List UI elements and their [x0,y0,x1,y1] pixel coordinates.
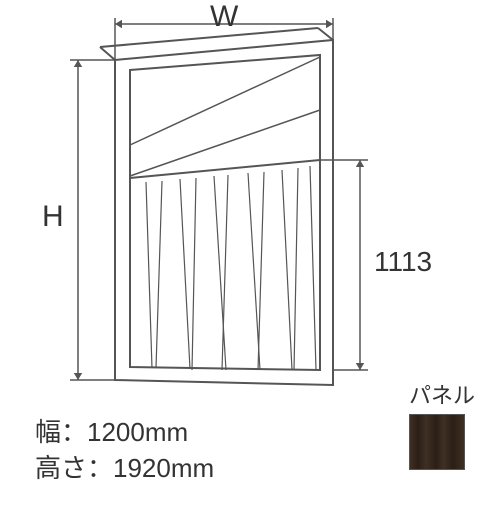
dim-label-right: 1113 [374,246,432,278]
dim-label-h: H [42,200,64,234]
panel-swatch-label: パネル [409,378,475,410]
panel-swatch [409,414,465,470]
spec-height: 高さ：1920mm [35,448,214,485]
spec-width-label: 幅： [35,417,87,447]
spec-height-label: 高さ： [35,453,113,483]
panel-swatch-group: パネル [409,378,475,470]
spec-width-value: 1200mm [87,417,188,447]
spec-height-value: 1920mm [113,453,214,483]
dim-label-w: W [210,0,238,34]
spec-width: 幅：1200mm [35,412,188,449]
